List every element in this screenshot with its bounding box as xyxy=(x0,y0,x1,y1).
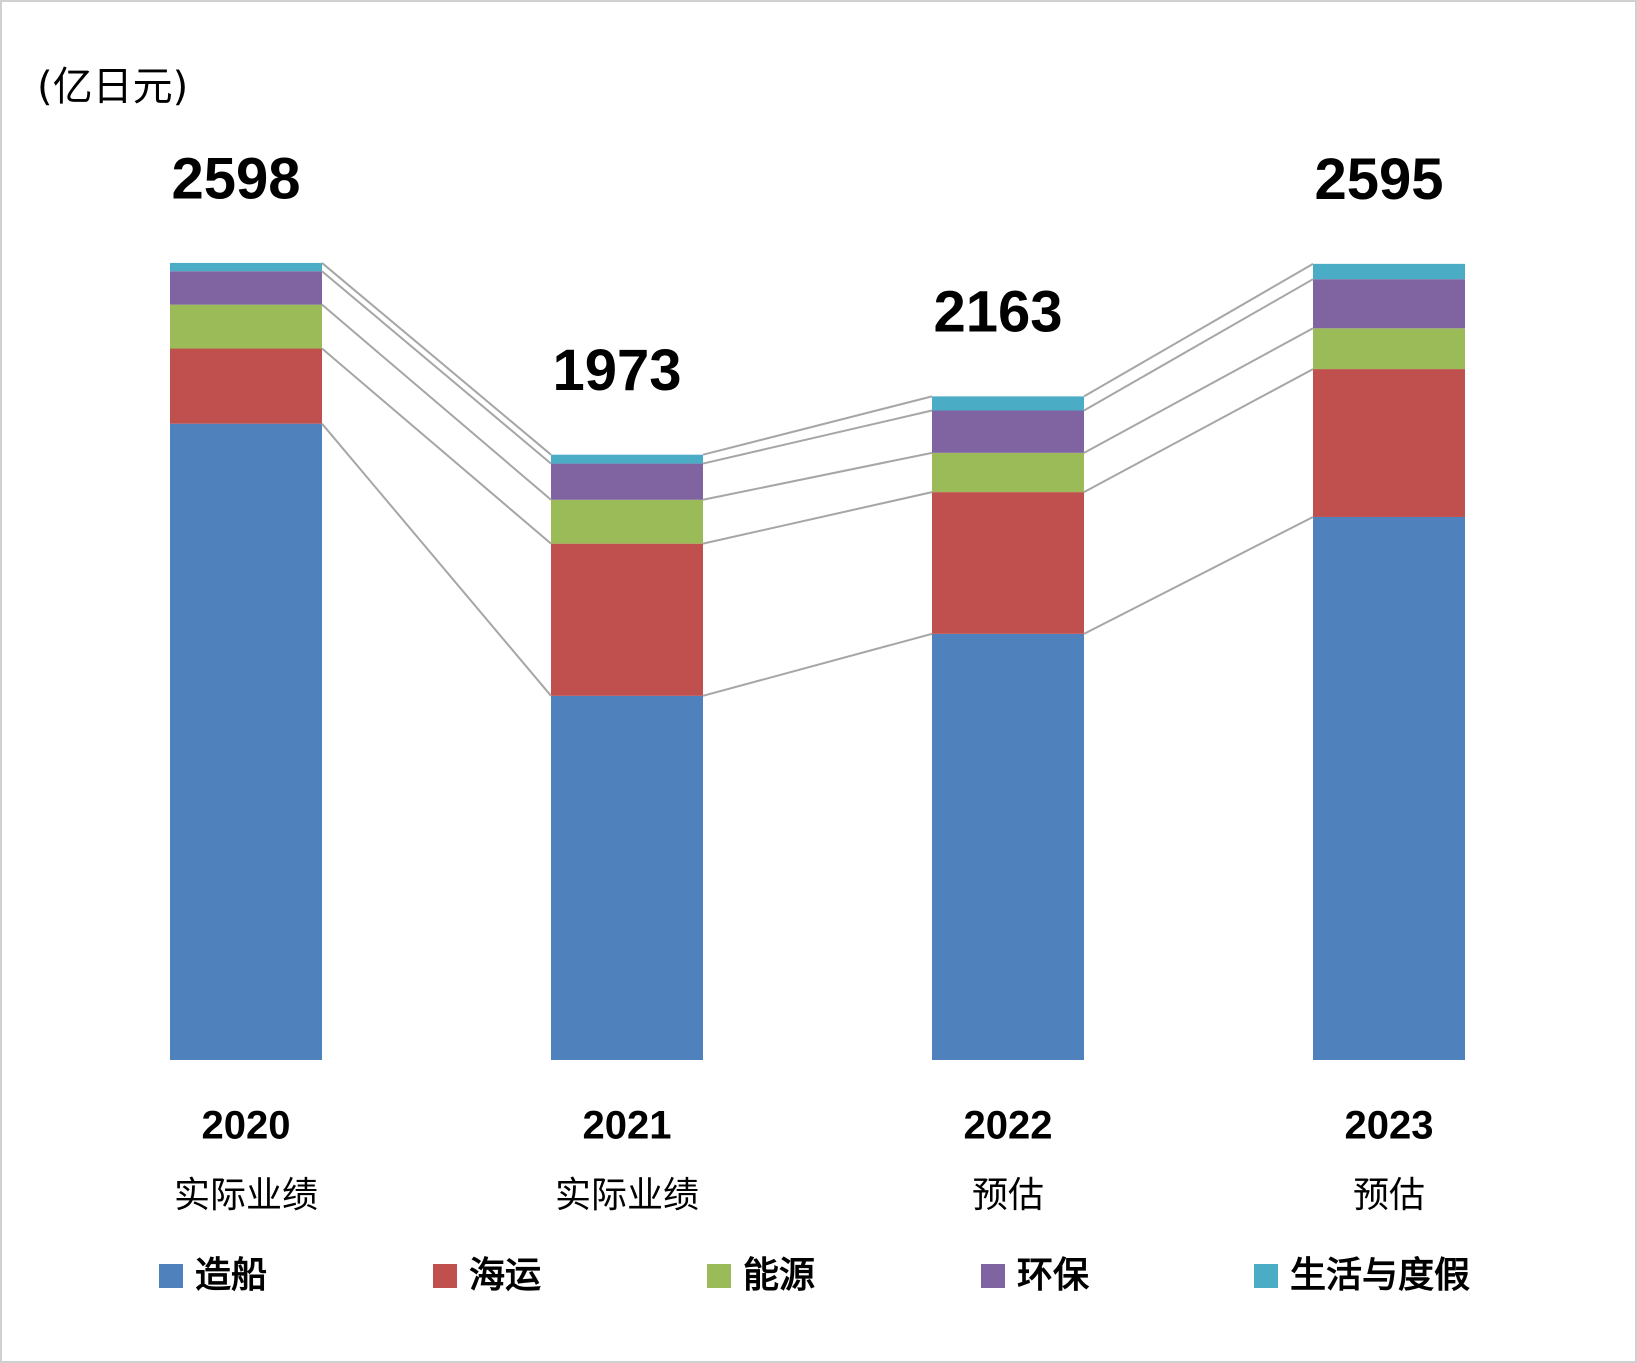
connector-line xyxy=(1083,516,1314,635)
bar-segment xyxy=(551,695,703,1060)
legend-swatch xyxy=(159,1264,183,1288)
bar-segment xyxy=(170,262,322,272)
bar-segment xyxy=(932,633,1084,1060)
bar-segment xyxy=(932,452,1084,493)
bar-segment xyxy=(551,454,703,464)
bar-segment xyxy=(170,423,322,1061)
connector-line xyxy=(702,632,933,697)
bar-segment xyxy=(1313,279,1465,329)
connector-line xyxy=(702,395,933,456)
connector-line xyxy=(1083,327,1314,454)
legend-label: 海运 xyxy=(469,1255,541,1296)
legend-swatch xyxy=(1254,1264,1278,1288)
connector-line xyxy=(702,409,933,465)
legend-label: 造船 xyxy=(195,1255,267,1296)
legend-swatch xyxy=(981,1264,1005,1288)
x-tick-label: 2021 xyxy=(583,1104,672,1148)
total-label: 2595 xyxy=(1314,147,1443,212)
x-tick-label: 2020 xyxy=(202,1104,291,1148)
x-sublabel: 实际业绩 xyxy=(555,1175,699,1216)
bar-segment xyxy=(1313,328,1465,370)
bar-segment xyxy=(1313,263,1465,280)
x-tick-label: 2022 xyxy=(964,1104,1053,1148)
connector-line xyxy=(321,270,552,465)
bar-segment xyxy=(1313,369,1465,517)
legend-label: 能源 xyxy=(743,1255,815,1296)
bar-segment xyxy=(170,304,322,349)
bar-segment xyxy=(932,396,1084,411)
legend-label: 环保 xyxy=(1017,1255,1090,1296)
connector-line xyxy=(702,451,933,501)
unit-label: (亿日元) xyxy=(37,64,188,110)
bar-segment xyxy=(1313,516,1465,1060)
bar-segment xyxy=(932,492,1084,634)
total-label: 2598 xyxy=(171,146,300,211)
connector-line xyxy=(321,347,552,545)
connector-line xyxy=(1083,278,1314,412)
bar-segment xyxy=(170,271,322,305)
x-sublabel: 实际业绩 xyxy=(174,1175,318,1216)
bar-segment xyxy=(551,543,703,696)
connector-line xyxy=(702,491,933,545)
bar-segment xyxy=(170,348,322,424)
bar-segment xyxy=(551,463,703,500)
connector-line xyxy=(1083,262,1314,398)
connector-line xyxy=(1083,368,1314,493)
legend-label: 生活与度假 xyxy=(1290,1255,1470,1296)
legend-swatch xyxy=(707,1264,731,1288)
bar-segment xyxy=(932,410,1084,453)
x-sublabel: 预估 xyxy=(1353,1175,1425,1216)
connector-line xyxy=(321,303,552,501)
x-tick-label: 2023 xyxy=(1345,1104,1434,1148)
total-label: 2163 xyxy=(933,280,1062,345)
x-sublabel: 预估 xyxy=(972,1175,1044,1216)
connector-line xyxy=(321,423,552,697)
connector-line xyxy=(321,262,552,456)
legend-swatch xyxy=(433,1264,457,1288)
total-label: 1973 xyxy=(552,338,681,403)
bar-segment xyxy=(551,499,703,544)
